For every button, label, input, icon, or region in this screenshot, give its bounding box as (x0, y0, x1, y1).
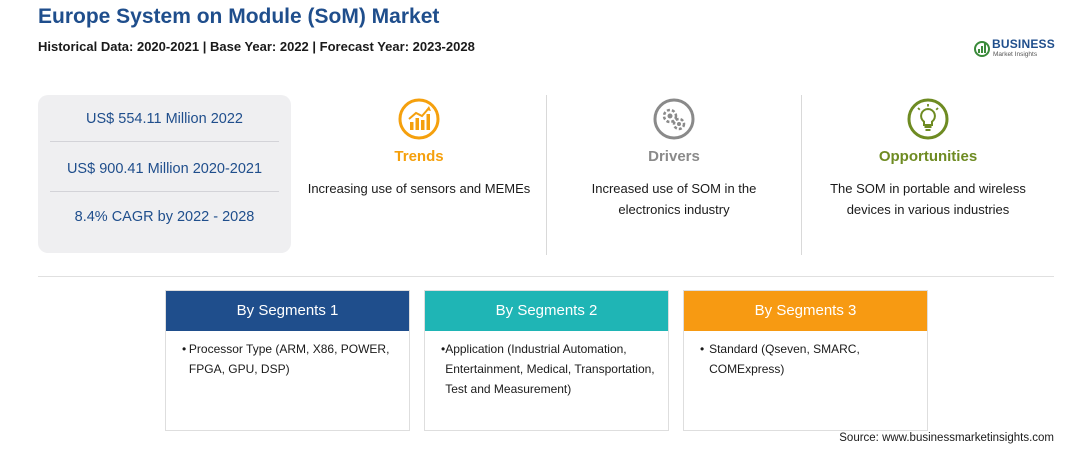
logo-wordmark: BUSINESS (992, 37, 1055, 51)
segment-2-body: • Application (Industrial Automation, En… (425, 331, 668, 399)
opportunities-title: Opportunities (878, 148, 978, 165)
logo-globe-icon (974, 41, 990, 57)
bullet-icon: • (441, 342, 446, 356)
gears-icon (653, 98, 695, 140)
segment-3-body: • Standard (Qseven, SMARC, COMExpress) (684, 331, 927, 379)
segment-2-header: By Segments 2 (425, 291, 668, 331)
trends-title: Trends (394, 148, 444, 165)
opportunities-panel: Opportunities The SOM in portable and wi… (806, 95, 1050, 255)
drivers-panel: Drivers Increased use of SOM in the elec… (551, 95, 797, 255)
trend-chart-icon (398, 98, 440, 140)
section-divider (38, 276, 1054, 277)
lightbulb-icon (907, 98, 949, 140)
opportunities-text: The SOM in portable and wireless devices… (830, 181, 1026, 217)
page-title: Europe System on Module (SoM) Market (38, 5, 440, 28)
brand-logo: BUSINESS Market Insights (973, 36, 1063, 60)
segment-3-header: By Segments 3 (684, 291, 927, 331)
market-value-historical: US$ 900.41 Million 2020-2021 (66, 161, 263, 177)
bullet-icon: • (700, 342, 705, 356)
market-stats-card: US$ 554.11 Million 2022 US$ 900.41 Milli… (38, 95, 291, 253)
page-subtitle: Historical Data: 2020-2021 | Base Year: … (38, 39, 475, 54)
segment-1-text: Processor Type (ARM, X86, POWER, FPGA, G… (188, 342, 390, 376)
stats-divider (50, 141, 279, 142)
segment-1-header: By Segments 1 (166, 291, 409, 331)
trends-text: Increasing use of sensors and MEMEs (307, 181, 531, 196)
segment-2-text: Application (Industrial Automation, Ente… (445, 342, 655, 396)
column-divider (801, 95, 802, 255)
segment-card-1: By Segments 1 • Processor Type (ARM, X86… (165, 290, 410, 431)
cagr-value: 8.4% CAGR by 2022 - 2028 (74, 209, 255, 225)
market-value-2022: US$ 554.11 Million 2022 (86, 111, 243, 127)
segment-1-item: • Processor Type (ARM, X86, POWER, FPGA,… (182, 339, 399, 379)
logo-tagline: Market Insights (993, 51, 1038, 58)
source-note: Source: www.businessmarketinsights.com (839, 432, 1054, 444)
trends-panel: Trends Increasing use of sensors and MEM… (296, 95, 542, 255)
segment-card-2: By Segments 2 • Application (Industrial … (424, 290, 669, 431)
segment-2-item: • Application (Industrial Automation, En… (441, 339, 658, 399)
drivers-title: Drivers (648, 148, 700, 165)
segment-3-item: • Standard (Qseven, SMARC, COMExpress) (700, 339, 917, 379)
stats-divider (50, 191, 279, 192)
segment-1-body: • Processor Type (ARM, X86, POWER, FPGA,… (166, 331, 409, 379)
segment-3-text: Standard (Qseven, SMARC, COMExpress) (709, 342, 860, 376)
column-divider (546, 95, 547, 255)
drivers-text: Increased use of SOM in the electronics … (591, 181, 757, 217)
segment-card-3: By Segments 3 • Standard (Qseven, SMARC,… (683, 290, 928, 431)
bullet-icon: • (182, 342, 187, 356)
